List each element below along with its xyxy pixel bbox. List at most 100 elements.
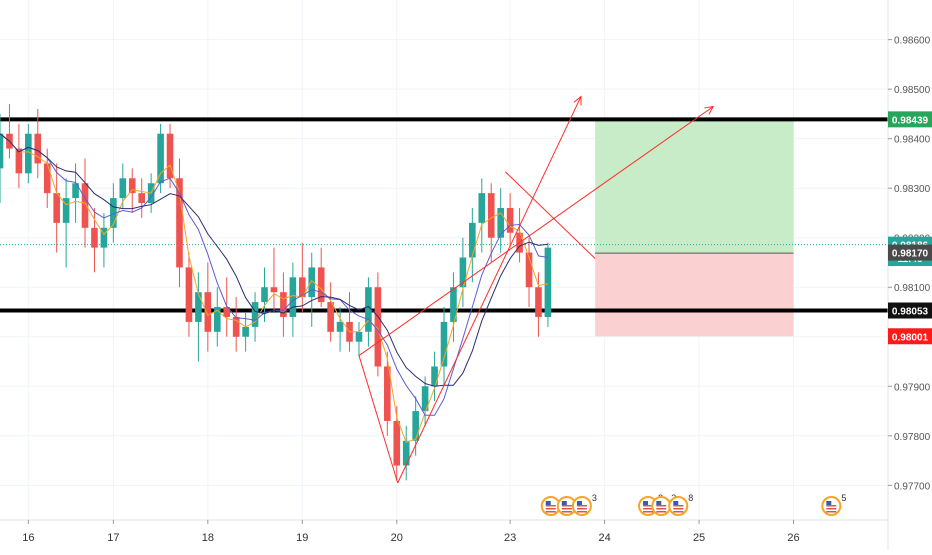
candle-bearish: [487, 193, 495, 238]
candle-bullish: [402, 440, 410, 466]
flag-stripe: [826, 505, 837, 507]
price-tick-label: 0.97700: [894, 481, 931, 492]
flag-stripe: [576, 508, 587, 510]
candle-bearish: [327, 302, 334, 332]
flag-stripe: [545, 511, 556, 513]
candle-bullish: [251, 302, 259, 327]
price-tick-label: 0.98300: [894, 184, 931, 195]
price-label-tag: [888, 244, 932, 261]
ma-slow-line: [0, 133, 548, 387]
candle-bullish: [242, 326, 249, 337]
price-label-text: 0.98001: [892, 332, 929, 343]
price-label-tag: [888, 302, 932, 319]
candle-bearish: [81, 183, 89, 228]
candle-bullish: [412, 411, 419, 441]
flag-stripe: [656, 505, 667, 507]
profit-zone[interactable]: [595, 119, 794, 254]
trend-line[interactable]: [397, 96, 582, 484]
candle-bullish: [308, 267, 316, 298]
trend-line[interactable]: [358, 355, 399, 484]
flag-stripe: [545, 508, 556, 510]
candle-bullish: [119, 178, 127, 199]
time-tick-label: 23: [504, 532, 516, 544]
trend-line-arrowhead: [704, 105, 715, 115]
time-tick-label: 20: [391, 532, 403, 544]
candle-bullish: [157, 133, 164, 184]
candle-bearish: [393, 420, 401, 466]
flag-stripe: [576, 505, 587, 507]
candle-bearish: [15, 148, 23, 174]
event-count-label: 5: [841, 493, 846, 503]
flag-canton: [673, 501, 679, 505]
flag-canton: [561, 501, 567, 505]
candle-bearish: [128, 178, 136, 194]
candle-bullish: [213, 307, 221, 332]
candle-bullish: [289, 277, 297, 317]
price-tick-label: 0.98600: [894, 36, 931, 47]
candle-bearish: [374, 287, 382, 367]
flag-stripe: [826, 508, 837, 510]
candle-bearish: [166, 133, 174, 179]
time-tick-label: 18: [202, 532, 214, 544]
candle-bullish: [261, 287, 268, 303]
candle-bullish: [544, 247, 552, 317]
ma-fast-line: [0, 133, 548, 444]
price-label-tag: [888, 111, 932, 128]
candle-bearish: [384, 366, 391, 421]
flag-stripe: [673, 511, 684, 513]
candle-bullish: [72, 183, 79, 199]
price-label-text: 0.98053: [892, 307, 929, 318]
candle-bearish: [138, 193, 146, 204]
stop-loss-zone[interactable]: [595, 253, 794, 337]
flag-stripe: [673, 508, 684, 510]
candle-bullish: [195, 292, 202, 322]
long-position-tool[interactable]: [595, 119, 794, 337]
time-tick-label: 24: [598, 532, 610, 544]
time-tick-label: 26: [787, 532, 799, 544]
candle-bullish: [450, 287, 457, 322]
flag-stripe: [643, 505, 654, 507]
trend-channel[interactable]: [358, 95, 715, 484]
event-count-label: 8: [688, 493, 693, 503]
candle-bullish: [336, 321, 344, 332]
candle-bullish: [497, 208, 504, 238]
candle-bullish: [469, 222, 476, 258]
trend-line[interactable]: [358, 106, 714, 356]
candle-bullish: [355, 331, 363, 342]
time-tick-label: 16: [22, 532, 34, 544]
candle-bearish: [535, 287, 542, 317]
price-label-text: 0.98170: [892, 249, 929, 260]
flag-stripe: [656, 511, 667, 513]
time-tick-label: 25: [693, 532, 705, 544]
candle-bearish: [525, 252, 533, 288]
candle-bullish: [440, 321, 448, 367]
candle-bearish: [43, 163, 51, 194]
flag-canton: [826, 501, 832, 505]
candle-bearish: [506, 208, 514, 233]
flag-stripe: [643, 511, 654, 513]
candle-bullish: [25, 133, 32, 174]
candle-bullish: [478, 193, 486, 223]
price-tick-label: 0.98100: [894, 283, 931, 294]
candles: [0, 104, 552, 481]
candle-bullish: [459, 257, 467, 288]
flag-stripe: [673, 505, 684, 507]
time-axis[interactable]: 16 17 18 19 20 23 24 25 26: [22, 520, 800, 544]
candle-bullish: [62, 198, 70, 223]
price-label-text: 0.98439: [892, 115, 929, 126]
flag-stripe: [545, 505, 556, 507]
time-tick-label: 19: [296, 532, 308, 544]
flag-stripe: [561, 508, 572, 510]
price-tick-label: 0.98500: [894, 85, 931, 96]
economic-events[interactable]: 32385: [540, 493, 847, 516]
flag-stripe: [643, 508, 654, 510]
candle-bearish: [232, 316, 240, 337]
flag-canton: [643, 501, 649, 505]
trend-line[interactable]: [505, 171, 596, 259]
candle-bullish: [365, 287, 372, 332]
flag-canton: [656, 501, 662, 505]
flag-stripe: [561, 511, 572, 513]
